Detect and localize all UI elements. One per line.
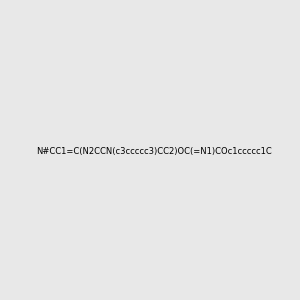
Text: N#CC1=C(N2CCN(c3ccccc3)CC2)OC(=N1)COc1ccccc1C: N#CC1=C(N2CCN(c3ccccc3)CC2)OC(=N1)COc1cc… [36,147,272,156]
